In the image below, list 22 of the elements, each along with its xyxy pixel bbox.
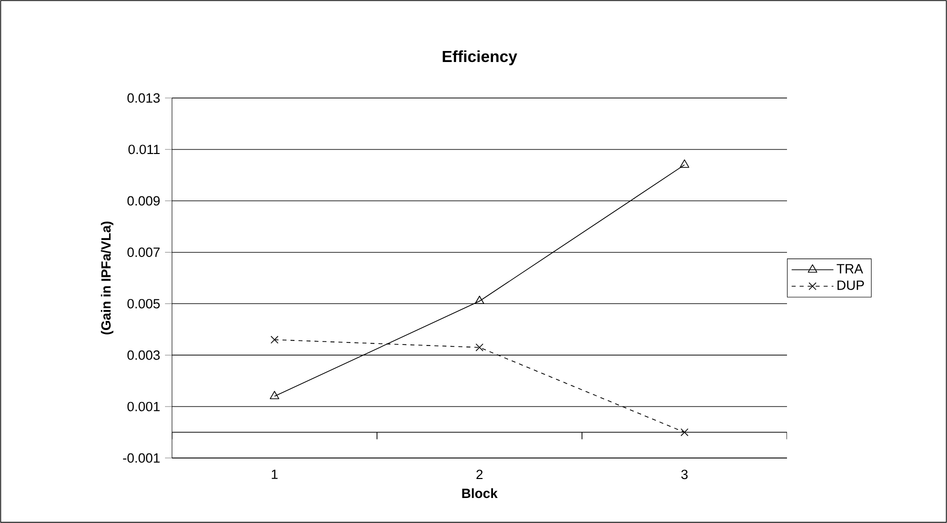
point xyxy=(270,390,280,400)
point xyxy=(680,428,688,436)
x-tick-label: 2 xyxy=(476,470,483,480)
y-tick-label: 0.005 xyxy=(127,298,160,308)
y-tick-label: -0.001 xyxy=(123,453,160,463)
point xyxy=(474,296,484,304)
point xyxy=(680,159,690,168)
point xyxy=(270,336,278,344)
point xyxy=(476,343,484,352)
y-tick-label: 0.007 xyxy=(127,248,160,257)
chart-title: Efficiency xyxy=(442,50,518,66)
x-tick-label: 3 xyxy=(681,470,688,480)
x-axis-title: Block xyxy=(462,488,498,498)
legend-label: TRA xyxy=(836,264,864,274)
y-tick-label: 0.003 xyxy=(127,350,160,360)
y-tick-label: 0.001 xyxy=(127,402,160,412)
y-axis-title: (Gain in IPFa/VLa) xyxy=(100,222,114,334)
y-tick-label: 0.011 xyxy=(128,144,160,154)
y-tick-label: 0.009 xyxy=(127,196,160,206)
y-tick-label: 0.013 xyxy=(127,93,160,103)
x-tick-label: 1 xyxy=(272,470,278,479)
legend-label: DUP xyxy=(838,280,864,290)
